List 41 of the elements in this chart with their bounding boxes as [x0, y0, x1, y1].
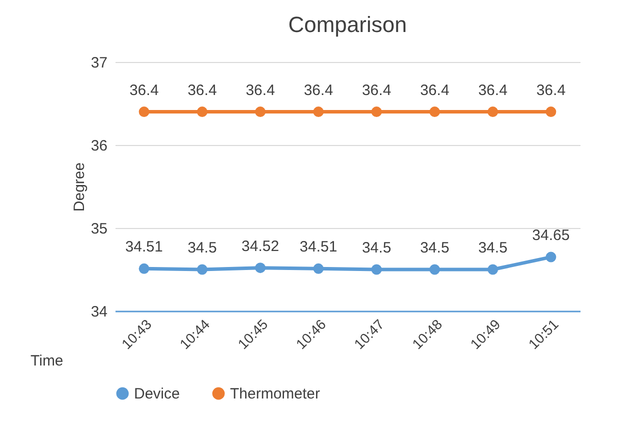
point	[138, 106, 150, 118]
point	[371, 106, 382, 118]
point	[429, 264, 440, 275]
point	[429, 106, 440, 118]
point	[138, 263, 150, 274]
data-label: 34.5	[362, 240, 392, 256]
point	[255, 262, 266, 274]
data-label: 36.4	[188, 82, 217, 99]
y-tick-label: 34	[90, 304, 108, 320]
data-label: 36.4	[420, 82, 450, 99]
point	[196, 106, 208, 118]
chart-title: Comparison	[288, 12, 407, 37]
data-label: 34.5	[420, 240, 450, 256]
data-label: 36.4	[304, 82, 334, 99]
data-label: 36.4	[246, 82, 275, 99]
x-axis-title: Time	[30, 352, 64, 370]
data-label: 36.4	[362, 82, 392, 99]
data-label: 34.5	[478, 240, 508, 256]
data-label: 36.4	[536, 82, 566, 99]
data-label: 36.4	[129, 82, 159, 99]
point	[546, 106, 556, 118]
point	[371, 264, 382, 275]
legend-label: Device	[134, 386, 180, 403]
y-axis-title: Degree	[70, 162, 88, 212]
legend-label: Thermometer	[230, 386, 320, 403]
data-label: 34.52	[242, 238, 280, 255]
point	[313, 106, 324, 118]
data-label: 34.5	[188, 240, 217, 256]
point	[196, 264, 208, 275]
point	[546, 252, 556, 262]
y-tick-label: 36	[90, 138, 108, 154]
point	[313, 263, 324, 274]
data-label: 34.51	[125, 238, 163, 256]
y-tick-label: 37	[90, 54, 108, 72]
data-label: 36.4	[478, 82, 508, 99]
point	[488, 264, 498, 275]
point	[255, 106, 266, 118]
data-label: 34.65	[532, 227, 570, 244]
point	[488, 106, 498, 118]
y-tick-label: 35	[90, 220, 108, 238]
data-label: 34.51	[300, 238, 338, 256]
